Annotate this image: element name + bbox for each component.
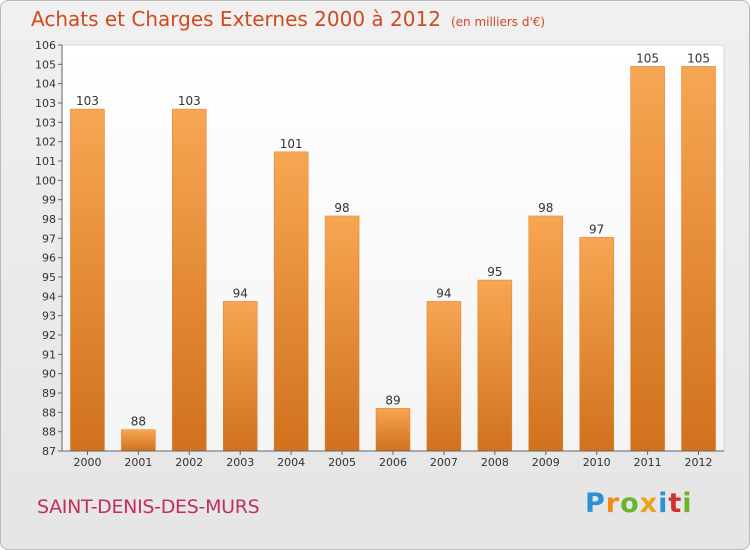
x-tick-label: 2006 [379, 456, 407, 469]
x-tick-label: 2005 [328, 456, 356, 469]
bar-value-label: 98 [334, 201, 349, 215]
y-tick-label: 103 [35, 116, 56, 129]
bar [324, 215, 360, 452]
city-name: SAINT-DENIS-DES-MURS [37, 496, 260, 518]
bar-value-label: 88 [131, 415, 146, 429]
y-tick-label: 90 [42, 368, 56, 381]
bar-value-label: 101 [280, 137, 303, 151]
bar [172, 108, 207, 452]
chart-title: Achats et Charges Externes 2000 à 2012 (e… [31, 7, 545, 31]
y-tick-label: 103 [35, 97, 56, 110]
y-tick-label: 105 [35, 58, 56, 71]
x-tick-label: 2007 [430, 456, 458, 469]
bar [375, 408, 411, 452]
bar [681, 66, 716, 452]
y-axis: 87 88 88 89 90 91 92 93 94 95 96 97 98 99 100 101 102 103… [35, 39, 63, 458]
bar [630, 66, 665, 452]
plot-area [61, 44, 725, 452]
bar-value-label: 94 [233, 286, 248, 300]
bar [121, 429, 156, 452]
y-tick-label: 89 [42, 387, 56, 400]
y-tick-label: 106 [35, 39, 56, 52]
chart-title-text: Achats et Charges Externes 2000 à 2012 [31, 7, 441, 31]
y-tick-label: 92 [42, 329, 56, 342]
y-tick-label: 101 [35, 155, 56, 168]
proxiti-logo[interactable]: Proxiti [585, 488, 693, 519]
bar-value-label: 103 [178, 94, 201, 108]
y-tick-label: 94 [42, 290, 56, 303]
bar-value-label: 105 [636, 51, 659, 65]
x-tick-label: 2010 [583, 456, 611, 469]
bar [426, 301, 462, 452]
bar-value-label: 97 [589, 222, 604, 236]
y-tick-label: 99 [42, 194, 56, 207]
bar [528, 215, 564, 452]
chart-subtitle: (en milliers d'€) [450, 15, 546, 29]
x-axis: 2000 2001 2002 2003 2004 2005 2006 2007 2008 2009… [62, 450, 724, 469]
bar [222, 301, 258, 452]
bar [70, 108, 105, 452]
y-tick-label: 95 [42, 271, 56, 284]
x-tick-label: 2001 [124, 456, 152, 469]
bar [579, 237, 614, 452]
bar-value-label: 105 [687, 51, 710, 65]
y-tick-label: 88 [42, 406, 56, 419]
x-tick-label: 2009 [532, 456, 560, 469]
y-tick-label: 88 [42, 426, 56, 439]
y-tick-label: 104 [35, 78, 56, 91]
y-tick-label: 96 [42, 252, 56, 265]
bar-value-label: 94 [436, 286, 451, 300]
x-tick-label: 2002 [175, 456, 203, 469]
y-tick-label: 102 [35, 136, 56, 149]
bar-value-label: 89 [385, 393, 400, 407]
bar-value-label: 98 [538, 201, 553, 215]
y-tick-label: 100 [35, 174, 56, 187]
x-tick-label: 2008 [481, 456, 509, 469]
bar [477, 279, 513, 452]
bar-value-label: 95 [487, 265, 502, 279]
bar [273, 151, 309, 452]
x-tick-label: 2012 [685, 456, 713, 469]
bar-value-label: 103 [76, 94, 99, 108]
y-tick-label: 98 [42, 213, 56, 226]
x-tick-label: 2011 [634, 456, 662, 469]
x-tick-label: 2004 [277, 456, 305, 469]
x-tick-label: 2000 [73, 456, 101, 469]
y-tick-label: 91 [42, 348, 56, 361]
y-tick-label: 93 [42, 310, 56, 323]
y-tick-label: 87 [42, 445, 56, 458]
y-tick-label: 97 [42, 232, 56, 245]
x-tick-label: 2003 [226, 456, 254, 469]
bars-group: 103 88 103 94 101 98 89 94 95 98 97 105 105 [70, 51, 716, 452]
